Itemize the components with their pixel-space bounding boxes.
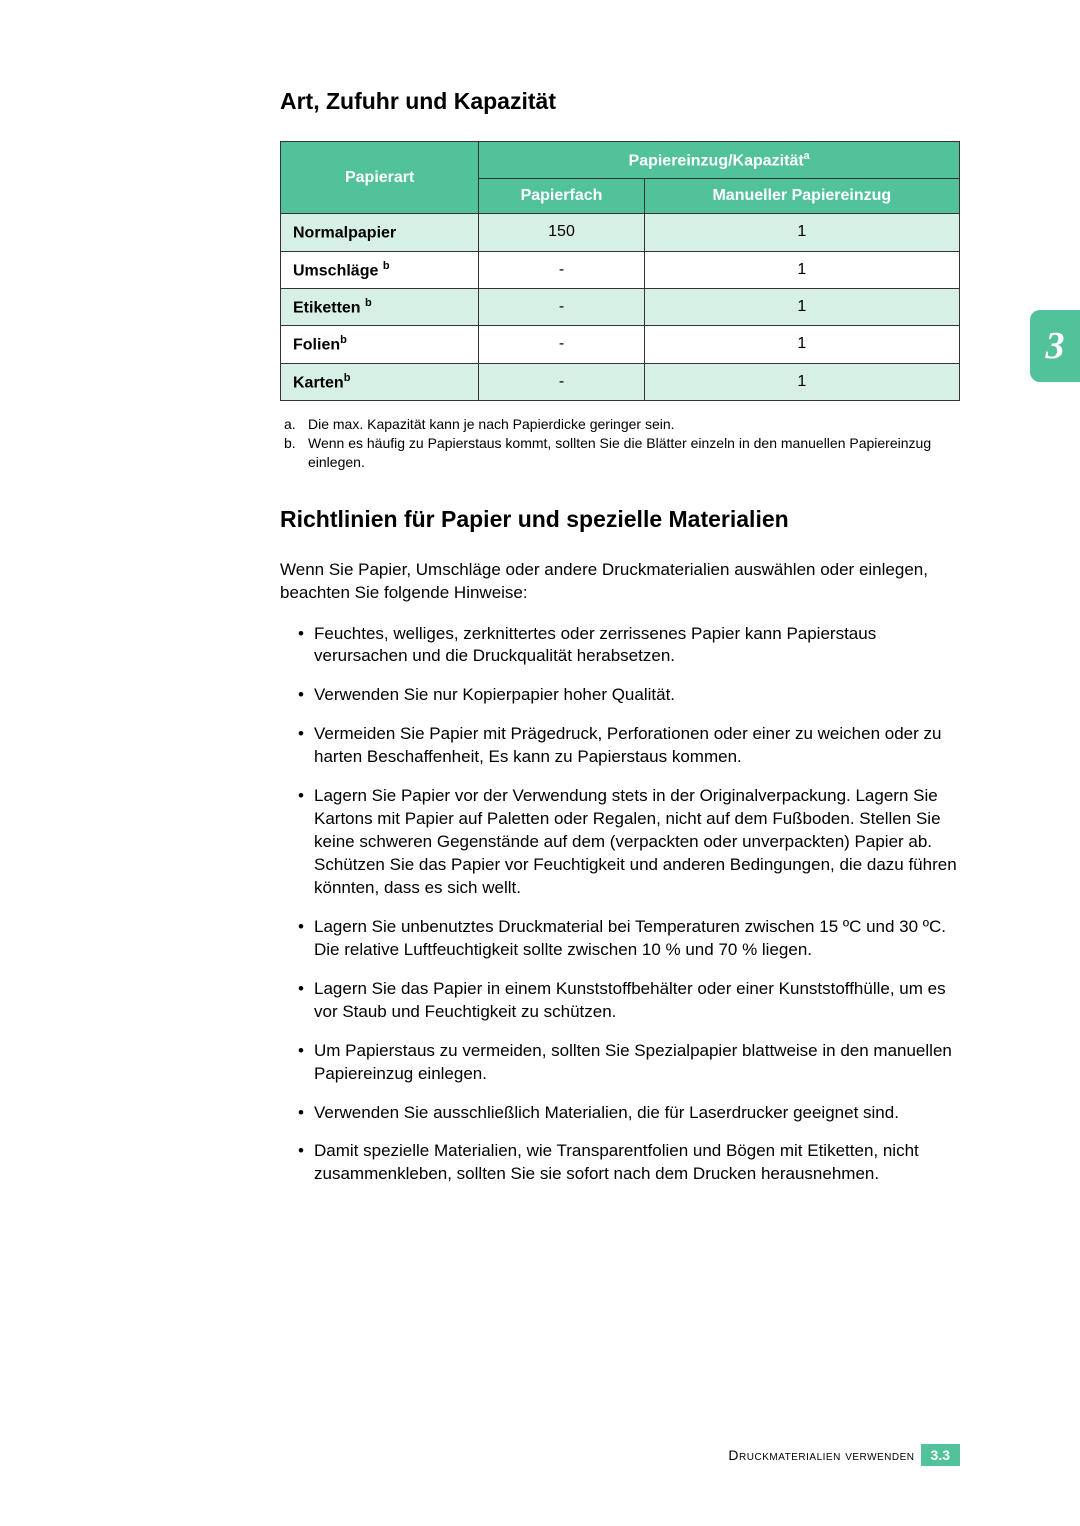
cell-type: Normalpapier — [293, 225, 396, 242]
footer-label: Druckmaterialien verwenden — [728, 1447, 914, 1463]
th-paper-type: Papierart — [281, 142, 479, 214]
list-item: Lagern Sie unbenutztes Druckmaterial bei… — [298, 916, 960, 962]
footer-page-number: 3.3 — [921, 1444, 960, 1466]
list-item: Vermeiden Sie Papier mit Prägedruck, Per… — [298, 723, 960, 769]
section-title-guidelines: Richtlinien für Papier und spezielle Mat… — [280, 506, 960, 533]
list-item: Um Papierstaus zu vermeiden, sollten Sie… — [298, 1040, 960, 1086]
th-manual: Manueller Papiereinzug — [644, 179, 959, 214]
cell-manual: 1 — [644, 363, 959, 400]
th-capacity-group-sup: a — [804, 150, 810, 162]
list-item: Feuchtes, welliges, zerknittertes oder z… — [298, 623, 960, 669]
cell-manual: 1 — [644, 214, 959, 251]
list-item: Lagern Sie Papier vor der Verwendung ste… — [298, 785, 960, 900]
guidelines-list: Feuchtes, welliges, zerknittertes oder z… — [280, 623, 960, 1187]
list-item: Verwenden Sie ausschließlich Materialien… — [298, 1102, 960, 1125]
th-capacity-group: Papiereinzug/Kapazitäta — [479, 142, 960, 179]
cell-tray: 150 — [479, 214, 644, 251]
cell-tray: - — [479, 326, 644, 363]
cell-tray: - — [479, 288, 644, 325]
cell-type: Umschläge — [293, 262, 378, 279]
footnote-a-marker: a. — [284, 415, 308, 434]
table-row: Normalpapier 150 1 — [281, 214, 960, 251]
page-footer: Druckmaterialien verwenden 3.3 — [728, 1444, 960, 1466]
table-row: Folienb - 1 — [281, 326, 960, 363]
th-tray: Papierfach — [479, 179, 644, 214]
page-content: Art, Zufuhr und Kapazität Papierart Papi… — [0, 0, 1080, 1262]
table-body: Normalpapier 150 1 Umschläge b - 1 Etike… — [281, 214, 960, 401]
cell-tray: - — [479, 363, 644, 400]
footnote-b: b. Wenn es häufig zu Papierstaus kommt, … — [284, 434, 960, 472]
section-title-capacity: Art, Zufuhr und Kapazität — [280, 88, 960, 115]
list-item: Damit spezielle Materialien, wie Transpa… — [298, 1140, 960, 1186]
footnote-a: a. Die max. Kapazität kann je nach Papie… — [284, 415, 960, 434]
table-row: Etiketten b - 1 — [281, 288, 960, 325]
table-row: Umschläge b - 1 — [281, 251, 960, 288]
cell-sup: b — [344, 372, 351, 384]
cell-manual: 1 — [644, 251, 959, 288]
footnote-a-text: Die max. Kapazität kann je nach Papierdi… — [308, 415, 960, 434]
list-item: Verwenden Sie nur Kopierpapier hoher Qua… — [298, 684, 960, 707]
table-footnotes: a. Die max. Kapazität kann je nach Papie… — [280, 415, 960, 472]
cell-type: Karten — [293, 374, 344, 391]
table-row: Kartenb - 1 — [281, 363, 960, 400]
footnote-b-marker: b. — [284, 434, 308, 472]
cell-tray: - — [479, 251, 644, 288]
list-item: Lagern Sie das Papier in einem Kunststof… — [298, 978, 960, 1024]
cell-type: Folien — [293, 337, 340, 354]
cell-type: Etiketten — [293, 299, 361, 316]
cell-sup: b — [383, 260, 390, 272]
cell-sup: b — [365, 297, 372, 309]
th-capacity-group-label: Papiereinzug/Kapazität — [629, 152, 804, 169]
guidelines-intro: Wenn Sie Papier, Umschläge oder andere D… — [280, 559, 960, 605]
cell-manual: 1 — [644, 326, 959, 363]
cell-manual: 1 — [644, 288, 959, 325]
paper-capacity-table: Papierart Papiereinzug/Kapazitäta Papier… — [280, 141, 960, 401]
cell-sup: b — [340, 334, 347, 346]
footnote-b-text: Wenn es häufig zu Papierstaus kommt, sol… — [308, 434, 960, 472]
